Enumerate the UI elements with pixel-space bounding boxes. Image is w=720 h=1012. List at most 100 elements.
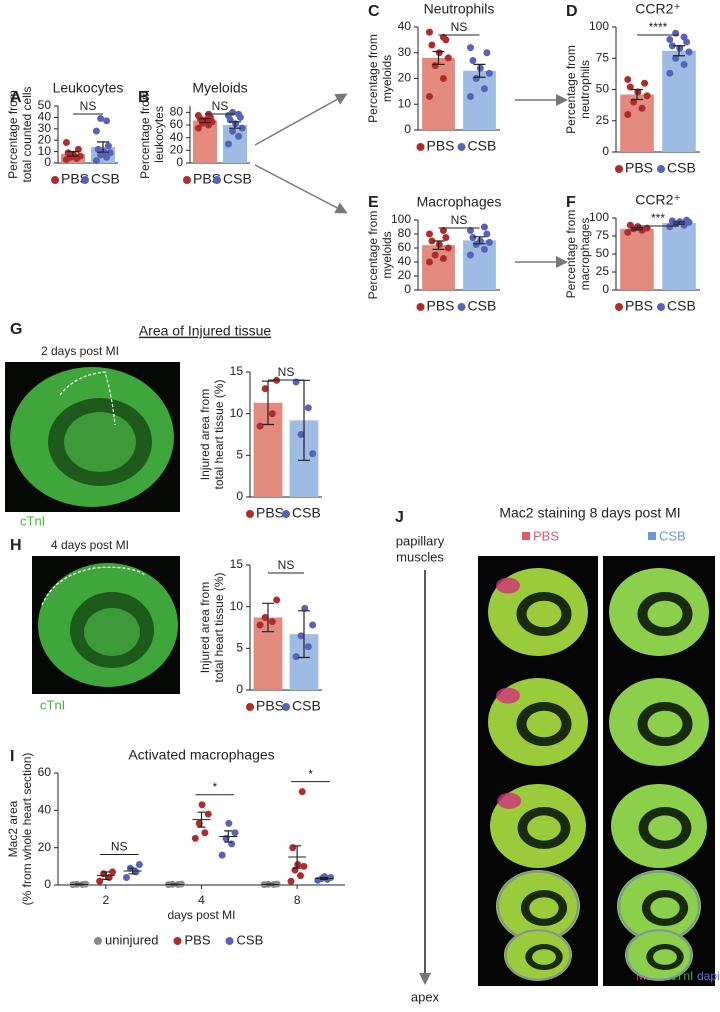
y-tick-label: 10 xyxy=(230,406,244,420)
legend-marker xyxy=(225,937,234,945)
legend-label: PBS xyxy=(625,298,653,314)
data-point xyxy=(439,227,447,234)
data-point xyxy=(194,112,202,119)
y-tick-label: 100 xyxy=(391,212,411,226)
data-point xyxy=(668,42,676,50)
data-point xyxy=(297,632,305,640)
y-tick-label: 0 xyxy=(602,282,609,296)
data-point xyxy=(201,829,209,837)
panel-letter: D xyxy=(566,3,578,20)
heart-septum xyxy=(527,815,561,841)
data-point xyxy=(466,93,474,101)
data-point xyxy=(104,142,112,150)
heart-septum xyxy=(529,897,559,919)
data-point xyxy=(96,877,104,885)
data-point xyxy=(683,216,691,224)
data-point xyxy=(439,255,447,262)
bar xyxy=(463,70,496,130)
y-tick-label: 50 xyxy=(596,246,610,260)
significance-label: NS xyxy=(111,840,128,854)
error-bar xyxy=(432,50,445,65)
significance-label: * xyxy=(308,767,313,781)
significance-label: NS xyxy=(451,213,468,227)
y-tick-label: 60 xyxy=(170,117,184,131)
y-tick-label: 0 xyxy=(44,877,51,891)
data-point xyxy=(431,251,439,259)
y-tick-label: 20 xyxy=(170,143,184,157)
legend-label: CSB xyxy=(667,298,696,314)
axis-bottom-label: apex xyxy=(411,989,440,1004)
error-bar xyxy=(298,610,310,659)
error-bar xyxy=(224,830,233,843)
x-tick-label: 8 xyxy=(294,893,301,907)
y-axis-label: Percentage from xyxy=(366,34,380,123)
data-point xyxy=(238,124,246,132)
mac2-signal xyxy=(496,687,520,704)
chart-title: Myeloids xyxy=(192,80,247,96)
x-axis-label: days post MI xyxy=(167,908,235,922)
y-tick-label: 40 xyxy=(38,803,52,817)
y-tick-label: 0 xyxy=(404,122,411,136)
legend-marker xyxy=(173,937,182,945)
data-point xyxy=(666,69,674,77)
mac2-signal xyxy=(497,792,522,809)
data-point xyxy=(480,223,488,231)
panel-letter: B xyxy=(138,89,150,106)
data-point xyxy=(298,788,306,796)
legend-marker xyxy=(615,165,623,173)
error-bar xyxy=(266,883,275,886)
significance-label: **** xyxy=(649,20,668,34)
error-bar xyxy=(673,221,685,225)
data-point xyxy=(64,149,72,157)
data-point xyxy=(685,48,693,56)
bar xyxy=(662,223,696,290)
data-point xyxy=(292,653,300,661)
data-point xyxy=(106,149,114,157)
error-bar xyxy=(262,602,274,633)
legend-label: CSB xyxy=(223,171,252,187)
data-point xyxy=(62,138,70,146)
micrograph xyxy=(5,362,180,512)
y-tick-label: 25 xyxy=(596,264,610,278)
legend-label: CSB xyxy=(237,932,264,947)
y-tick-label: 20 xyxy=(38,840,52,854)
y-tick-label: 10 xyxy=(398,96,412,110)
micrograph-label: 4 days post MI xyxy=(51,538,129,552)
data-point xyxy=(643,92,651,100)
bar xyxy=(463,240,496,290)
legend-marker xyxy=(657,303,665,311)
data-point xyxy=(466,44,474,52)
y-axis-label: myeloids xyxy=(380,55,394,102)
error-bar xyxy=(473,236,486,245)
y-tick-label: 30 xyxy=(398,45,412,59)
legend-marker xyxy=(213,176,221,184)
data-point xyxy=(309,450,317,458)
error-bar xyxy=(432,240,445,250)
data-point xyxy=(428,41,436,49)
heart-septum xyxy=(526,600,562,628)
panel-letter: C xyxy=(368,3,380,20)
data-point xyxy=(229,108,237,116)
bar xyxy=(422,57,455,130)
y-axis-label: Percentage from xyxy=(564,210,578,299)
panel-letter: I xyxy=(10,748,14,765)
chart-title: CCR2⁺ xyxy=(635,1,681,17)
data-point xyxy=(135,860,143,868)
data-point xyxy=(638,104,646,112)
data-point xyxy=(425,93,433,101)
legend-marker xyxy=(457,303,466,311)
panel-letter: E xyxy=(368,194,379,211)
data-point xyxy=(641,79,649,87)
y-tick-label: 20 xyxy=(38,132,52,146)
y-axis-label: total heart tissue (%) xyxy=(212,572,226,682)
legend-marker xyxy=(94,937,102,945)
data-point xyxy=(680,33,688,41)
data-point xyxy=(444,54,452,62)
error-bar xyxy=(170,883,179,886)
data-point xyxy=(439,33,447,41)
significance-label: NS xyxy=(278,365,295,379)
data-point xyxy=(439,75,447,82)
y-tick-label: 5 xyxy=(236,641,243,655)
data-point xyxy=(425,258,433,266)
error-bar xyxy=(101,871,110,880)
